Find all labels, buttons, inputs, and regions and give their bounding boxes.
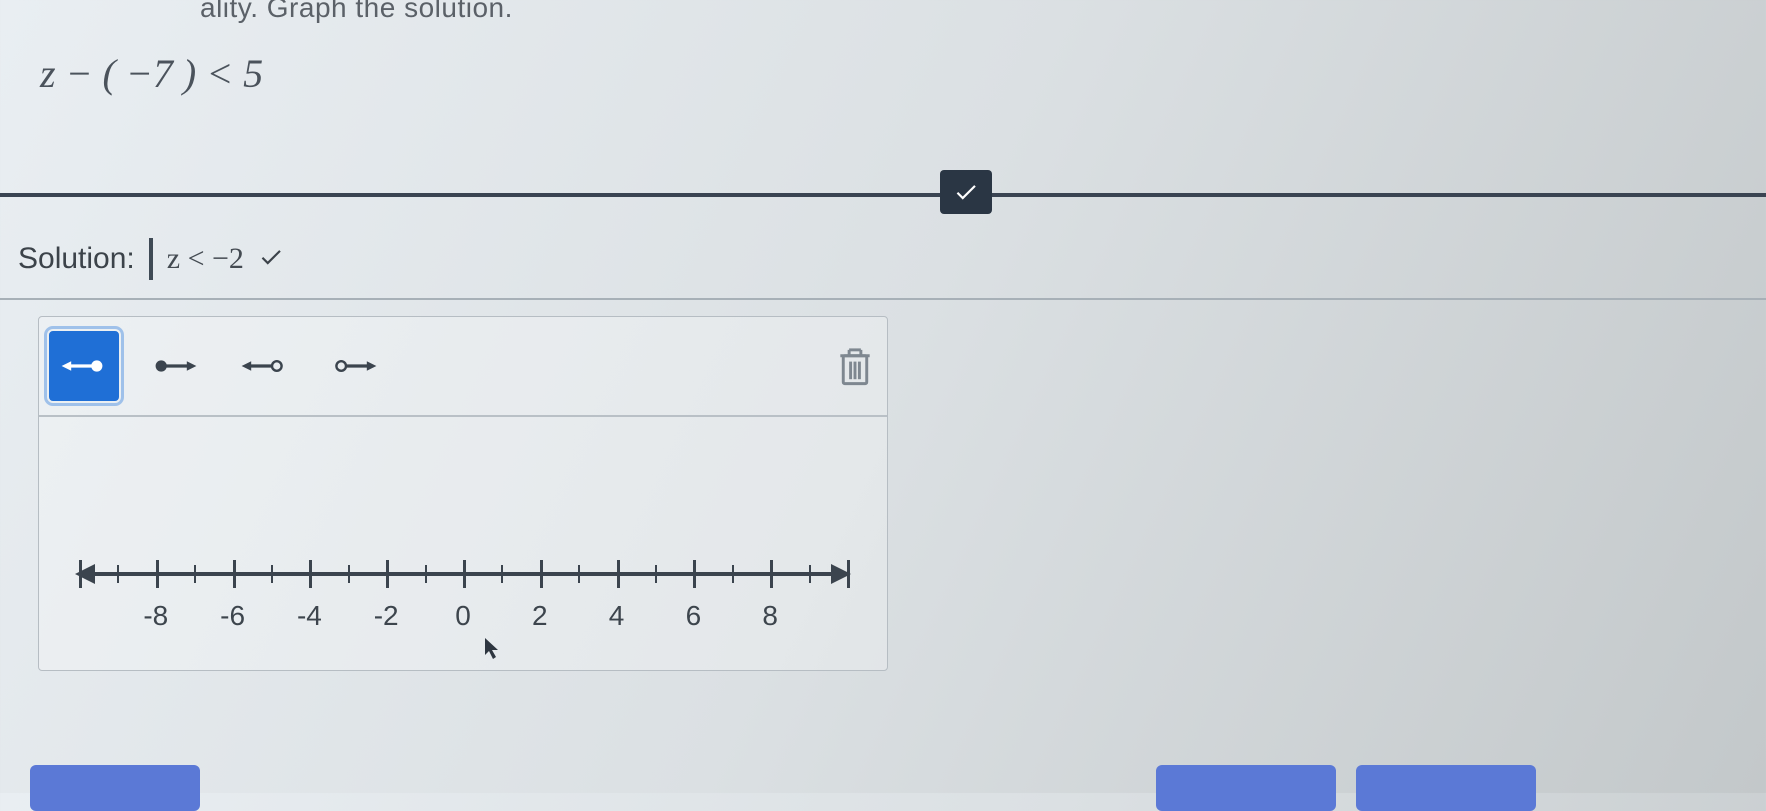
solution-correct-icon <box>258 244 284 275</box>
tick-minor <box>578 565 580 583</box>
graph-toolbar <box>39 317 887 417</box>
tick-label: 6 <box>686 600 702 632</box>
tick-label: -4 <box>297 600 322 632</box>
inequality-expression: z − ( −7 ) < 5 <box>40 50 263 97</box>
tick-major <box>79 560 82 588</box>
tick-major <box>693 560 696 588</box>
tick-label: 8 <box>762 600 778 632</box>
tool-open-ray-left[interactable] <box>229 331 299 401</box>
tick-major <box>847 560 850 588</box>
tick-minor <box>117 565 119 583</box>
delete-button[interactable] <box>837 344 873 388</box>
button-fragment[interactable] <box>1356 765 1536 811</box>
tick-label: 2 <box>532 600 548 632</box>
tick-minor <box>194 565 196 583</box>
tick-minor <box>655 565 657 583</box>
solution-input[interactable]: z < −2 <box>167 242 244 276</box>
text-cursor <box>149 238 153 280</box>
tick-minor <box>425 565 427 583</box>
trash-icon <box>837 344 873 388</box>
instruction-text: ality. Graph the solution. <box>200 0 513 24</box>
button-fragment[interactable] <box>30 765 200 811</box>
tick-major <box>233 560 236 588</box>
graph-panel: -8 -6 -4 -2 0 2 4 6 8 <box>38 316 888 671</box>
tick-major <box>309 560 312 588</box>
button-fragment[interactable] <box>1156 765 1336 811</box>
tick-major <box>770 560 773 588</box>
tick-label: -2 <box>374 600 399 632</box>
tick-major <box>617 560 620 588</box>
check-icon <box>258 244 284 270</box>
solution-label: Solution: <box>18 242 135 276</box>
tick-label: 0 <box>455 600 471 632</box>
tick-major <box>540 560 543 588</box>
tick-label: -6 <box>220 600 245 632</box>
tool-closed-ray-left[interactable] <box>49 331 119 401</box>
check-icon <box>953 179 979 205</box>
tick-minor <box>348 565 350 583</box>
tick-major <box>156 560 159 588</box>
pointer-cursor-icon <box>484 637 502 661</box>
tick-label: -8 <box>143 600 168 632</box>
tick-minor <box>501 565 503 583</box>
tick-minor <box>732 565 734 583</box>
tick-major <box>386 560 389 588</box>
tick-label: 4 <box>609 600 625 632</box>
tool-open-ray-right[interactable] <box>319 331 389 401</box>
tool-closed-ray-right[interactable] <box>139 331 209 401</box>
numberline-canvas[interactable]: -8 -6 -4 -2 0 2 4 6 8 <box>39 417 887 672</box>
solution-row: Solution: z < −2 <box>0 228 1766 300</box>
arrow-left-icon <box>75 564 95 584</box>
section-complete-badge <box>940 170 992 214</box>
tick-minor <box>809 565 811 583</box>
tick-major <box>463 560 466 588</box>
progress-divider <box>0 190 1766 196</box>
tick-minor <box>271 565 273 583</box>
